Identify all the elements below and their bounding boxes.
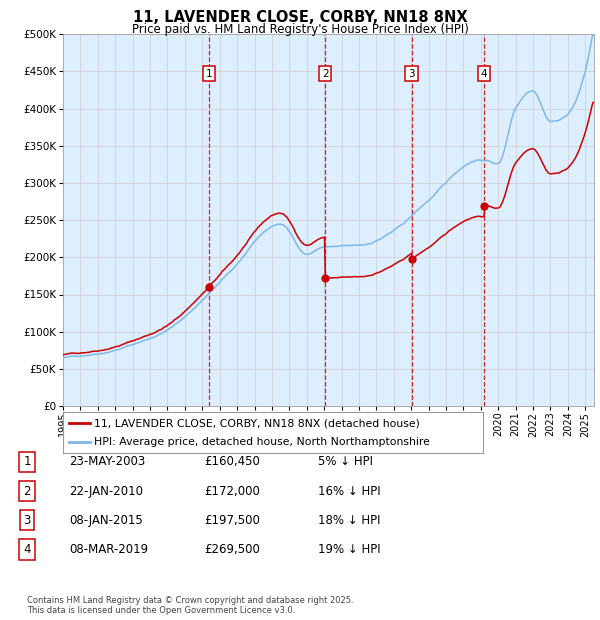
Text: 23-MAY-2003: 23-MAY-2003 [69, 456, 145, 468]
Text: HPI: Average price, detached house, North Northamptonshire: HPI: Average price, detached house, Nort… [95, 436, 430, 447]
Text: 1: 1 [23, 456, 31, 468]
Text: £197,500: £197,500 [204, 514, 260, 526]
Text: 22-JAN-2010: 22-JAN-2010 [69, 485, 143, 497]
Text: Contains HM Land Registry data © Crown copyright and database right 2025.
This d: Contains HM Land Registry data © Crown c… [27, 596, 353, 615]
Text: £160,450: £160,450 [204, 456, 260, 468]
Text: 16% ↓ HPI: 16% ↓ HPI [318, 485, 380, 497]
Text: 2: 2 [322, 69, 329, 79]
Text: Price paid vs. HM Land Registry's House Price Index (HPI): Price paid vs. HM Land Registry's House … [131, 23, 469, 36]
Text: 5% ↓ HPI: 5% ↓ HPI [318, 456, 373, 468]
Text: 19% ↓ HPI: 19% ↓ HPI [318, 543, 380, 556]
Text: 3: 3 [23, 514, 31, 526]
Text: £269,500: £269,500 [204, 543, 260, 556]
Text: 3: 3 [409, 69, 415, 79]
Text: 08-MAR-2019: 08-MAR-2019 [69, 543, 148, 556]
Text: 1: 1 [206, 69, 212, 79]
Text: 4: 4 [23, 543, 31, 556]
Text: £172,000: £172,000 [204, 485, 260, 497]
Text: 18% ↓ HPI: 18% ↓ HPI [318, 514, 380, 526]
Text: 2: 2 [23, 485, 31, 497]
Text: 4: 4 [481, 69, 487, 79]
Text: 11, LAVENDER CLOSE, CORBY, NN18 8NX: 11, LAVENDER CLOSE, CORBY, NN18 8NX [133, 10, 467, 25]
Text: 08-JAN-2015: 08-JAN-2015 [69, 514, 143, 526]
Text: 11, LAVENDER CLOSE, CORBY, NN18 8NX (detached house): 11, LAVENDER CLOSE, CORBY, NN18 8NX (det… [95, 418, 421, 428]
